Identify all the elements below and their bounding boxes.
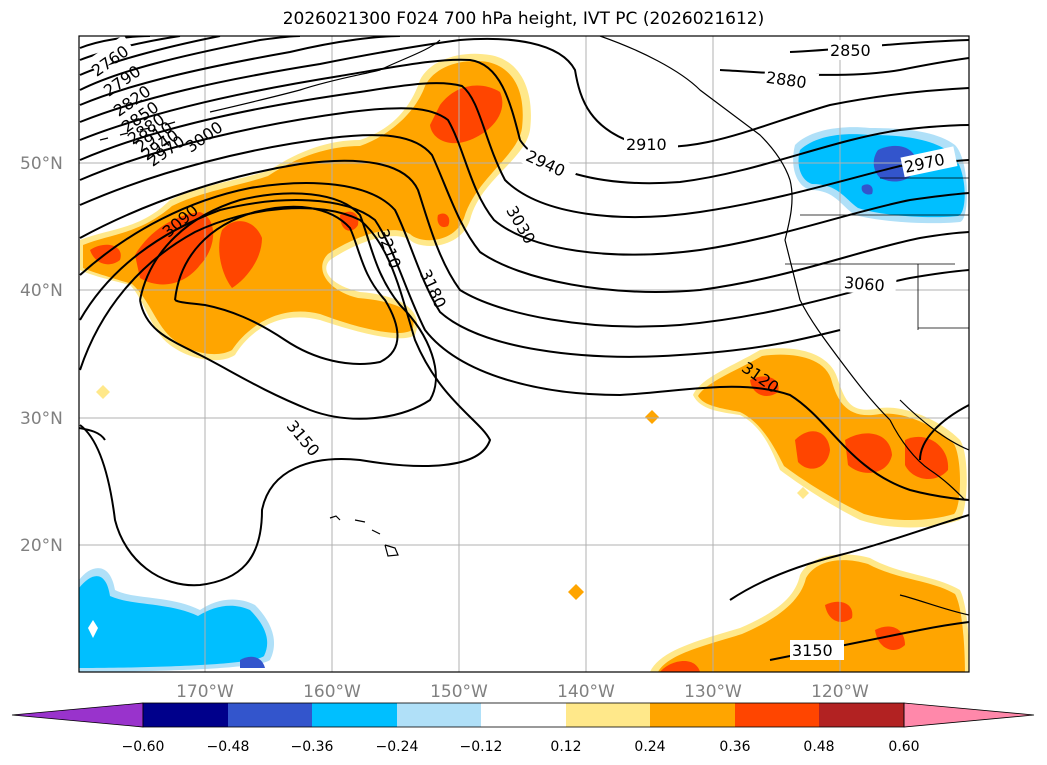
- contour-3030: [79, 134, 969, 293]
- colorbar-segment: [312, 703, 397, 727]
- height-contours: [79, 36, 969, 661]
- contour-3090: [79, 182, 841, 358]
- colorbar-tick-10: 0.60: [888, 739, 919, 755]
- contour-2910: [79, 37, 969, 148]
- alaska-coast: [209, 39, 441, 113]
- ivt-spot-3: [568, 584, 584, 600]
- lon-label-140w: 140°W: [557, 682, 615, 702]
- us-west-coast: [784, 179, 891, 421]
- map-frame: [78, 35, 970, 673]
- contour-label-2940-e: 2940: [523, 146, 568, 180]
- contour-label-3000: 3000: [182, 118, 226, 157]
- colorbar: [11, 702, 1035, 728]
- colorbar-segment: [143, 703, 228, 727]
- southeast-coast: [899, 594, 969, 616]
- coastlines: [99, 36, 969, 616]
- mexico-coast: [899, 399, 969, 451]
- canada-coast: [599, 36, 791, 181]
- colorbar-segment: [650, 703, 735, 727]
- contour-label-2850-e: 2850: [830, 41, 871, 60]
- lon-label-130w: 130°W: [684, 682, 742, 702]
- contour-label-3150-s: 3150: [792, 641, 833, 660]
- map-plot-area: 2760 2790 2820 2850 2880 2910 2940 2970 …: [79, 36, 969, 672]
- lat-label-30: 30°N: [20, 409, 63, 429]
- lon-label-120w: 120°W: [811, 682, 869, 702]
- contour-2970: [79, 82, 969, 219]
- colorbar-ticks: −0.60 −0.48 −0.36 −0.24 −0.12 0.12 0.24 …: [122, 739, 920, 755]
- colorbar-tick-5: −0.12: [460, 739, 503, 755]
- lon-label-170w: 170°W: [176, 682, 234, 702]
- colorbar-segment: [228, 703, 312, 727]
- longitude-labels: 170°W 160°W 150°W 140°W 130°W 120°W: [176, 682, 869, 702]
- contour-2820: [79, 36, 221, 76]
- hawaii-islands: [329, 515, 399, 557]
- contour-2880: [79, 36, 969, 106]
- contour-3150-w: [79, 427, 106, 441]
- latitude-labels: 50°N 40°N 30°N 20°N: [20, 154, 63, 556]
- colorbar-extend-high: [903, 702, 1035, 728]
- contour-3150-se: [729, 514, 969, 601]
- colorbar-outline: [142, 702, 905, 728]
- contour-3000: [79, 107, 969, 256]
- ivt-core-6: [437, 213, 450, 228]
- ivt-ne-core-3: [905, 436, 949, 480]
- ivt-ne-core-2: [845, 433, 892, 473]
- contour-label-3060-e: 3060: [843, 273, 885, 295]
- ivt-spot-4: [797, 487, 809, 499]
- lat-label-20: 20°N: [20, 536, 63, 556]
- baja-california: [889, 419, 966, 501]
- colorbar-tick-6: 0.12: [550, 739, 581, 755]
- contour-label-2910-e: 2910: [626, 135, 667, 154]
- contour-label-3150-a: 3150: [283, 417, 324, 460]
- colorbar-extend-low: [11, 702, 144, 728]
- colorbar-segment: [481, 703, 566, 727]
- contour-label-3180: 3180: [416, 266, 450, 311]
- contour-3120: [79, 199, 969, 501]
- aleutian-islands: [99, 121, 176, 141]
- ivt-neg-sw-blue: [79, 576, 268, 668]
- ivt-core-2: [135, 212, 214, 285]
- colorbar-tick-4: −0.24: [376, 739, 419, 755]
- lat-label-50: 50°N: [20, 154, 63, 174]
- map-title: 2026021300 F024 700 hPa height, IVT PC (…: [282, 9, 765, 29]
- ivt-south-core-3: [875, 626, 905, 650]
- ivt-neg-sw-royal: [240, 656, 265, 668]
- colorbar-segment: [566, 703, 650, 727]
- colorbar-tick-1: −0.60: [122, 739, 165, 755]
- lat-label-40: 40°N: [20, 281, 63, 301]
- contour-2940: [79, 58, 969, 185]
- colorbar-tick-9: 0.48: [803, 739, 834, 755]
- lon-label-160w: 160°W: [303, 682, 361, 702]
- state-borders: [785, 177, 969, 330]
- ivt-core-3: [219, 221, 262, 288]
- contour-label-3030-e: 3030: [502, 202, 539, 247]
- ivt-neg-royal-2: [861, 184, 873, 195]
- lon-label-150w: 150°W: [430, 682, 488, 702]
- colorbar-segment: [397, 703, 481, 727]
- ivt-ne-core-1: [795, 431, 830, 469]
- contour-label-2880-e: 2880: [765, 68, 808, 92]
- colorbar-tick-3: −0.36: [291, 739, 334, 755]
- contour-3210: [174, 205, 399, 365]
- colorbar-tick-8: 0.36: [719, 739, 750, 755]
- colorbar-tick-7: 0.24: [634, 739, 665, 755]
- colorbar-tick-2: −0.48: [207, 739, 250, 755]
- ivt-south-core-1: [825, 601, 853, 622]
- ivt-south-core-2: [660, 661, 700, 672]
- ivt-neg-sw-hole: [88, 620, 98, 638]
- colorbar-segment: [735, 703, 819, 727]
- ivt-ne-orange: [698, 354, 960, 520]
- ivt-spot-1: [96, 385, 110, 399]
- contour-3180: [139, 192, 437, 420]
- colorbar-segment: [819, 703, 904, 727]
- ivt-spot-2: [645, 410, 659, 424]
